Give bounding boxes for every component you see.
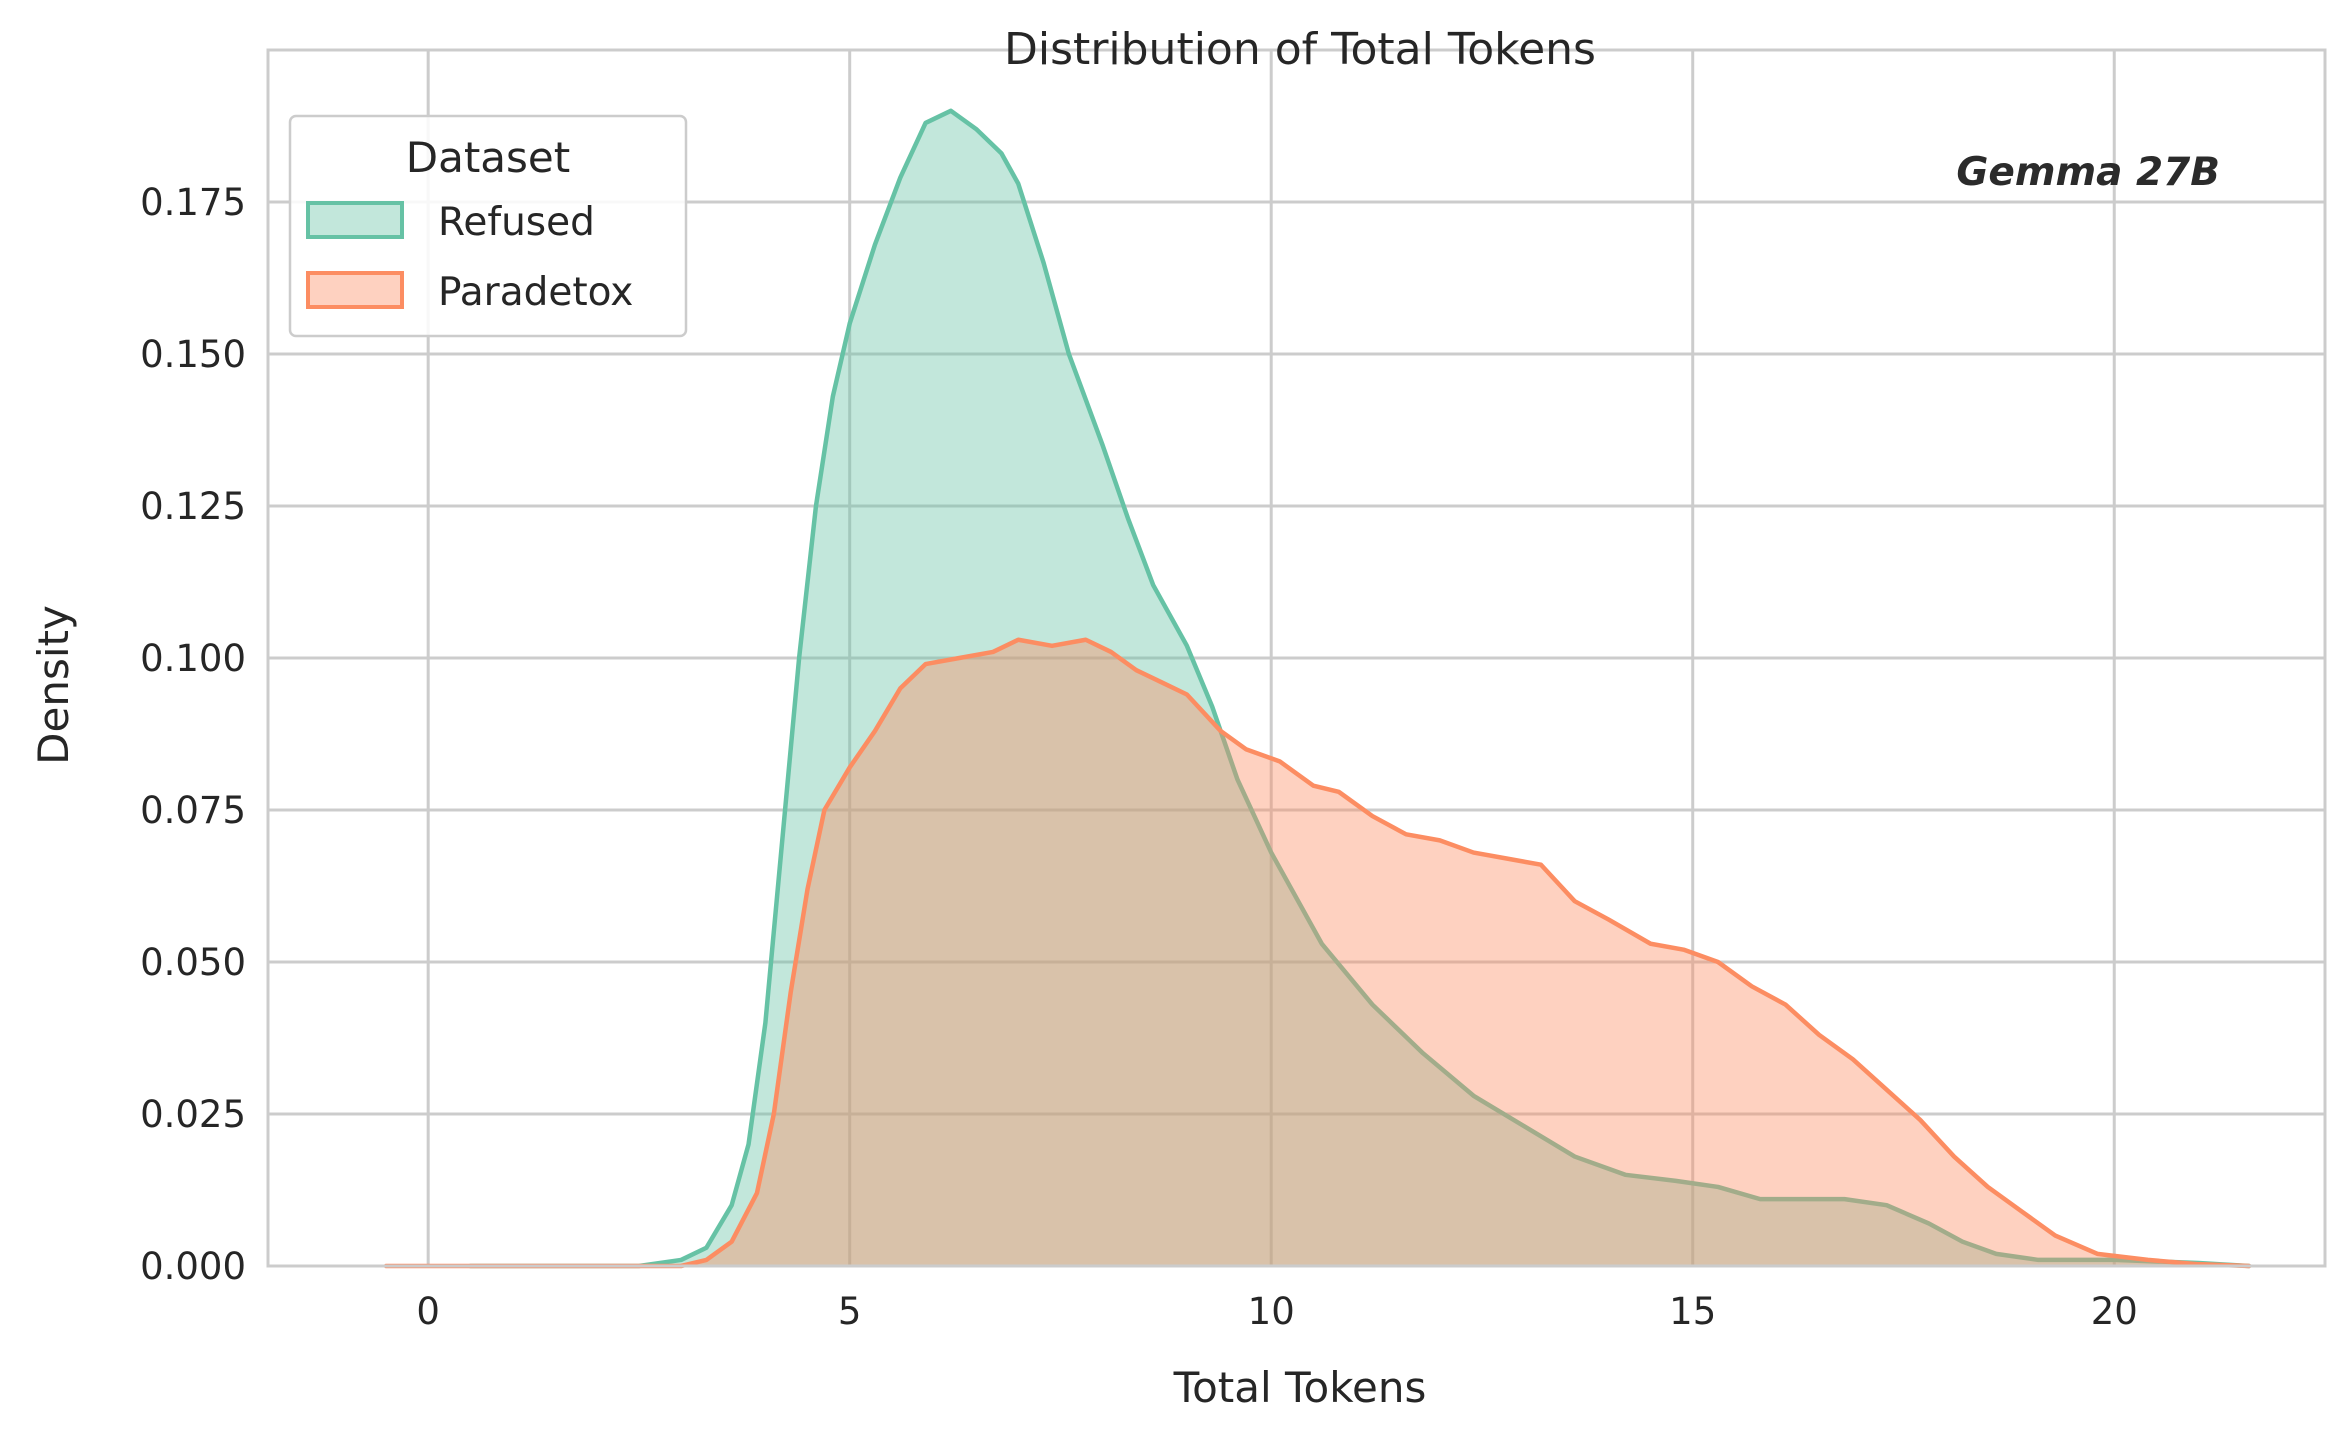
series-line-paradetox [383,637,2252,1269]
series-line-refused [468,108,2252,1269]
legend-title: Dataset [406,133,570,182]
y-tick-label: 0.050 [140,941,246,984]
legend-label-refused: Refused [438,200,595,245]
legend-swatch-refused [306,201,404,239]
tick-layer: 0 5 10 15 20 0.000 0.025 0.050 0.075 0.100 0.125 0.… [140,181,2138,1333]
y-tick-label: 0.025 [140,1093,246,1136]
x-tick-label: 5 [838,1290,862,1333]
series-area-refused [470,110,2250,1266]
chart-title: Distribution of Total Tokens [1004,24,1596,75]
y-tick-label: 0.100 [140,637,246,680]
legend-swatch-paradetox [306,271,404,309]
y-axis-label: Density [29,605,78,765]
x-tick-label: 15 [1669,1290,1716,1333]
x-tick-label: 10 [1248,1290,1295,1333]
legend-entries: Refused Paradetox [306,200,633,315]
y-tick-label: 0.075 [140,789,246,832]
y-tick-label: 0.150 [140,333,246,376]
legend-label-paradetox: Paradetox [438,270,633,315]
x-axis-label: Total Tokens [1173,1363,1427,1412]
x-tick-label: 0 [416,1290,440,1333]
legend-box [288,114,688,338]
legend: Dataset Refused Paradetox [288,114,688,338]
y-tick-label: 0.000 [140,1245,246,1288]
series-area-paradetox [386,639,2250,1266]
plot-frame [266,48,2327,1268]
model-annotation: Gemma 27B [1956,150,2220,195]
series-layer [383,108,2252,1269]
y-tick-label: 0.125 [140,485,246,528]
x-tick-label: 20 [2091,1290,2138,1333]
y-tick-label: 0.175 [140,181,246,224]
grid-layer [268,50,2325,1268]
